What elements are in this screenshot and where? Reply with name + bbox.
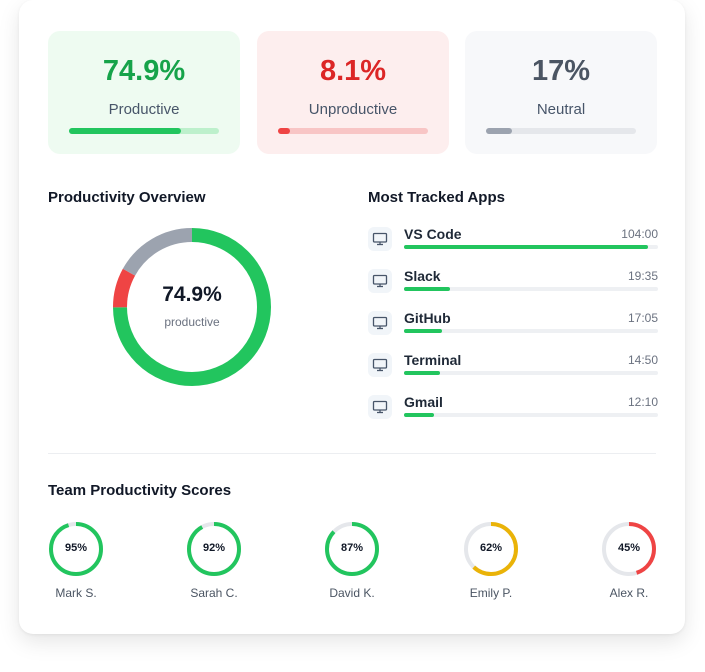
member-name: Sarah C. [190, 586, 238, 600]
app-usage-fill [404, 287, 450, 291]
score-ring: 92% [186, 521, 242, 577]
monitor-icon [368, 311, 392, 335]
productive-value: 74.9% [102, 55, 186, 87]
score-ring-svg [187, 522, 241, 576]
app-row-terminal[interactable]: Terminal 14:50 [368, 352, 658, 393]
donut-center-label: productive [164, 315, 220, 329]
member-name: Alex R. [609, 586, 649, 600]
team-member-alex[interactable]: 45% Alex R. [584, 521, 674, 600]
app-row-gmail[interactable]: Gmail 12:10 [368, 394, 658, 435]
donut-svg [113, 228, 271, 386]
app-time: 19:35 [627, 269, 658, 283]
score-ring-svg [464, 522, 518, 576]
app-time: 14:50 [627, 353, 658, 367]
productive-stat-card[interactable]: 74.9% Productive [48, 31, 240, 154]
unproductive-value: 8.1% [319, 55, 387, 87]
score-ring-fill [49, 522, 103, 576]
score-ring: 87% [324, 521, 380, 577]
monitor-icon [368, 353, 392, 377]
score-ring: 45% [601, 521, 657, 577]
productive-progress-track [69, 128, 219, 134]
app-name: GitHub [404, 310, 451, 326]
monitor-icon [368, 395, 392, 419]
score-ring-fill [602, 522, 656, 576]
productive-label: Productive [108, 101, 180, 118]
score-ring-svg [325, 522, 379, 576]
app-time: 17:05 [627, 311, 658, 325]
neutral-stat-card[interactable]: 17% Neutral [465, 31, 657, 154]
app-name: Terminal [404, 352, 462, 368]
monitor-icon [368, 227, 392, 251]
team-member-emily[interactable]: 62% Emily P. [446, 521, 536, 600]
neutral-progress-fill [486, 128, 512, 134]
score-value: 45% [617, 542, 641, 554]
score-ring-fill [187, 522, 241, 576]
score-ring-fill [325, 522, 379, 576]
section-divider [48, 453, 656, 454]
donut-center-value: 74.9% [162, 283, 222, 306]
app-time: 12:10 [627, 395, 658, 409]
app-usage-fill [404, 245, 648, 249]
dashboard-card: 74.9% Productive 8.1% Unproductive 17% N… [19, 0, 685, 634]
team-productivity-title: Team Productivity Scores [48, 482, 232, 499]
team-member-mark[interactable]: 95% Mark S. [31, 521, 121, 600]
team-member-david[interactable]: 87% David K. [307, 521, 397, 600]
monitor-icon [368, 269, 392, 293]
app-usage-fill [404, 371, 440, 375]
app-row-github[interactable]: GitHub 17:05 [368, 310, 658, 351]
neutral-label: Neutral [536, 101, 586, 118]
score-value: 87% [340, 542, 364, 554]
app-usage-track [404, 287, 658, 291]
member-name: Mark S. [55, 586, 97, 600]
app-usage-track [404, 371, 658, 375]
unproductive-label: Unproductive [308, 101, 398, 118]
unproductive-stat-card[interactable]: 8.1% Unproductive [257, 31, 449, 154]
score-ring: 95% [48, 521, 104, 577]
score-ring-svg [49, 522, 103, 576]
app-usage-track [404, 329, 658, 333]
member-name: Emily P. [469, 586, 513, 600]
score-ring: 62% [463, 521, 519, 577]
score-ring-svg [602, 522, 656, 576]
app-name: Gmail [404, 394, 443, 410]
neutral-value: 17% [531, 55, 591, 87]
productive-progress-fill [69, 128, 182, 134]
app-usage-fill [404, 329, 443, 333]
score-value: 92% [202, 542, 226, 554]
app-row-vs-code[interactable]: VS Code 104:00 [368, 226, 658, 267]
donut-segment-neutral [113, 228, 271, 386]
app-name: VS Code [404, 226, 462, 242]
unproductive-progress-track [278, 128, 428, 134]
app-name: Slack [404, 268, 441, 284]
productivity-overview-title: Productivity Overview [48, 189, 206, 206]
app-usage-track [404, 413, 658, 417]
app-usage-fill [404, 413, 435, 417]
score-ring-fill [464, 522, 518, 576]
app-usage-track [404, 245, 658, 249]
unproductive-progress-fill [278, 128, 291, 134]
app-row-slack[interactable]: Slack 19:35 [368, 268, 658, 309]
neutral-progress-track [486, 128, 636, 134]
team-member-sarah[interactable]: 92% Sarah C. [169, 521, 259, 600]
member-name: David K. [329, 586, 375, 600]
score-value: 95% [64, 542, 88, 554]
productivity-donut-chart: 74.9% productive [111, 226, 273, 388]
app-time: 104:00 [621, 227, 658, 241]
most-tracked-apps-title: Most Tracked Apps [368, 189, 505, 206]
donut-center: 74.9% productive [111, 283, 273, 329]
score-value: 62% [479, 542, 503, 554]
